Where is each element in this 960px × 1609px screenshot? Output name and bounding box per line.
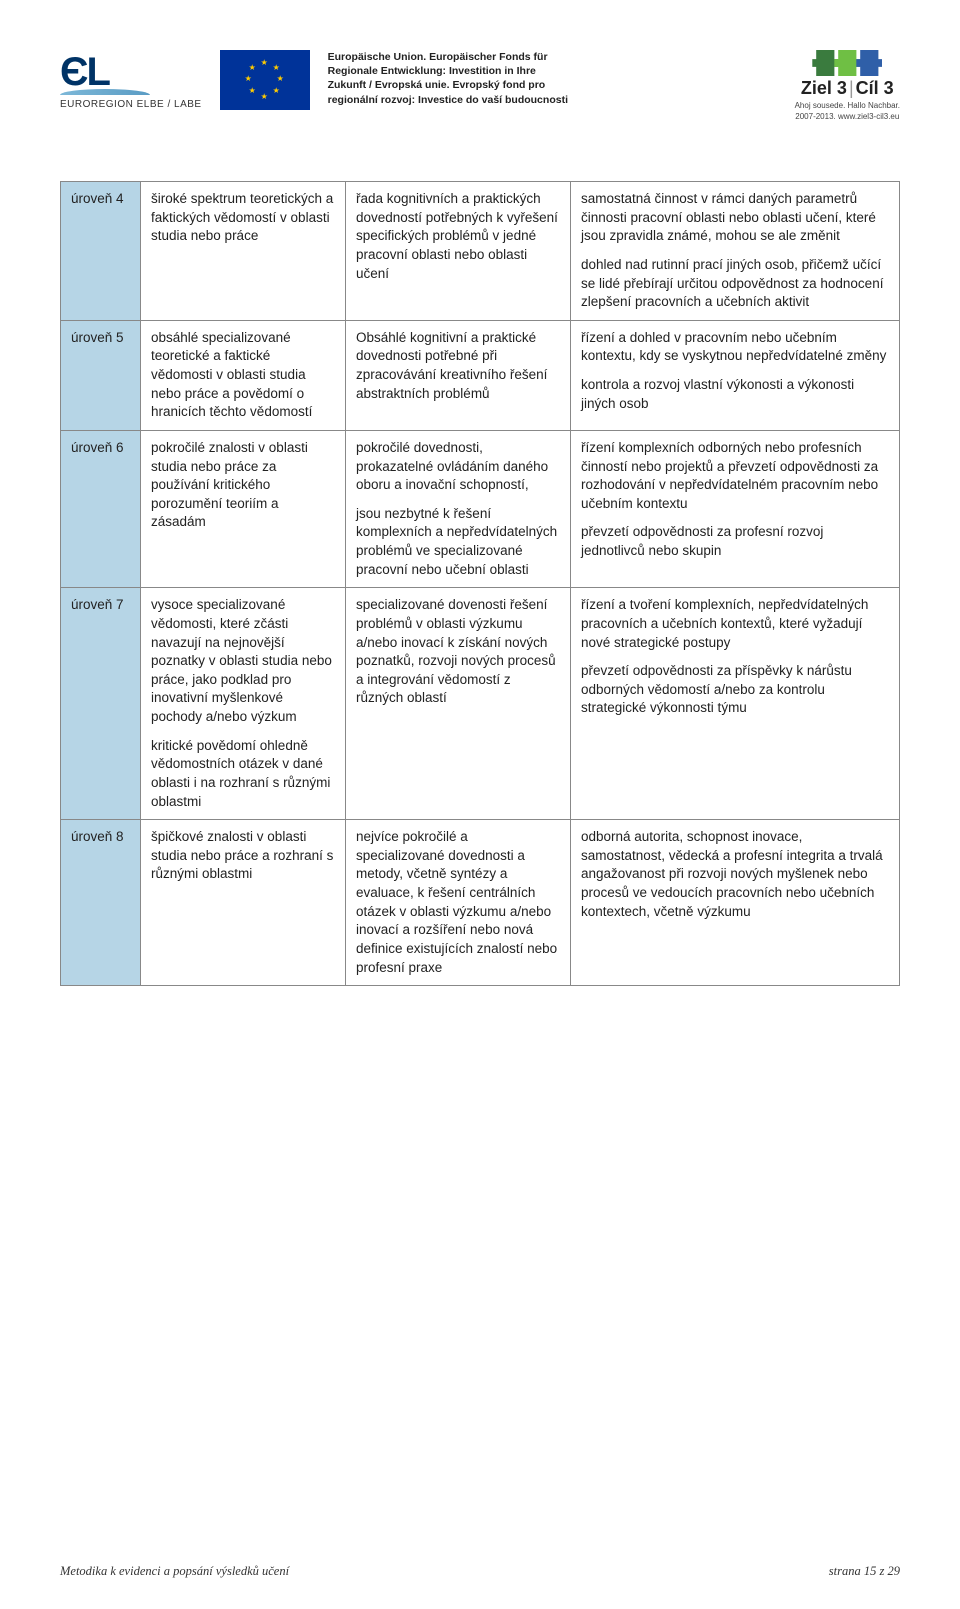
eu-text-4: regionální rozvoj: Investice do vaší bud… xyxy=(328,94,568,106)
competence-paragraph: převzetí odpovědnosti za profesní rozvoj… xyxy=(581,523,889,560)
competence-paragraph: řízení komplexních odborných nebo profes… xyxy=(581,439,889,514)
ziel-cil-logo: Ziel 3|Cíl 3 Ahoj sousede. Hallo Nachbar… xyxy=(795,50,900,121)
ziel-sub2: 2007-2013. www.ziel3-cil3.eu xyxy=(795,112,899,121)
skills-cell: specializované dovenosti řešení problémů… xyxy=(346,588,571,820)
skills-paragraph: pokročilé dovednosti, prokazatelné ovlád… xyxy=(356,439,560,495)
competence-cell: samostatná činnost v rámci daných parame… xyxy=(571,182,900,321)
level-cell: úroveň 4 xyxy=(61,182,141,321)
competence-cell: řízení a tvoření komplexních, nepředvída… xyxy=(571,588,900,820)
competence-paragraph: dohled nad rutinní prací jiných osob, př… xyxy=(581,256,889,312)
table-row: úroveň 7vysoce specializované vědomosti,… xyxy=(61,588,900,820)
puzzle-icon xyxy=(814,50,880,76)
table-row: úroveň 5obsáhlé specializované teoretick… xyxy=(61,320,900,430)
el-glyph: ЄL xyxy=(60,50,109,95)
skills-paragraph: nejvíce pokročilé a specializované doved… xyxy=(356,828,560,977)
knowledge-cell: pokročilé znalosti v oblasti studia nebo… xyxy=(141,430,346,587)
ziel-cil-text: Ziel 3|Cíl 3 xyxy=(801,78,894,99)
ziel-sub1: Ahoj sousede. Hallo Nachbar. xyxy=(795,101,900,110)
competence-paragraph: řízení a dohled v pracovním nebo učebním… xyxy=(581,329,889,366)
level-cell: úroveň 8 xyxy=(61,820,141,986)
level-cell: úroveň 5 xyxy=(61,320,141,430)
knowledge-cell: obsáhlé specializované teoretické a fakt… xyxy=(141,320,346,430)
competence-paragraph: kontrola a rozvoj vlastní výkonosti a vý… xyxy=(581,376,889,413)
euroregion-label: EUROREGION ELBE / LABE xyxy=(60,99,202,110)
skills-paragraph: specializované dovenosti řešení problémů… xyxy=(356,596,560,708)
competence-cell: řízení a dohled v pracovním nebo učebním… xyxy=(571,320,900,430)
skills-cell: řada kognitivních a praktických dovednos… xyxy=(346,182,571,321)
skills-paragraph: jsou nezbytné k řešení komplexních a nep… xyxy=(356,505,560,580)
knowledge-paragraph: široké spektrum teoretických a faktickýc… xyxy=(151,190,335,246)
table-row: úroveň 6pokročilé znalosti v oblasti stu… xyxy=(61,430,900,587)
euroregion-logo: ЄL EUROREGION ELBE / LABE xyxy=(60,50,202,110)
page-footer: Metodika k evidenci a popsání výsledků u… xyxy=(60,1564,900,1579)
competence-paragraph: odborná autorita, schopnost inovace, sam… xyxy=(581,828,889,921)
eu-text-1: Europäische Union. Europäischer Fonds fü… xyxy=(328,51,548,63)
footer-left: Metodika k evidenci a popsání výsledků u… xyxy=(60,1564,289,1579)
skills-cell: Obsáhlé kognitivní a praktické dovednost… xyxy=(346,320,571,430)
knowledge-paragraph: vysoce specializované vědomosti, které z… xyxy=(151,596,335,726)
competence-cell: odborná autorita, schopnost inovace, sam… xyxy=(571,820,900,986)
competence-paragraph: řízení a tvoření komplexních, nepředvída… xyxy=(581,596,889,652)
header: ЄL EUROREGION ELBE / LABE ★ ★ ★ ★ ★ ★ ★ … xyxy=(60,50,900,121)
knowledge-cell: špičkové znalosti v oblasti studia nebo … xyxy=(141,820,346,986)
knowledge-cell: vysoce specializované vědomosti, které z… xyxy=(141,588,346,820)
eu-flag-icon: ★ ★ ★ ★ ★ ★ ★ ★ xyxy=(220,50,310,110)
level-cell: úroveň 6 xyxy=(61,430,141,587)
competence-cell: řízení komplexních odborných nebo profes… xyxy=(571,430,900,587)
knowledge-paragraph: obsáhlé specializované teoretické a fakt… xyxy=(151,329,335,422)
eu-text-3: Zukunft / Evropská unie. Evropský fond p… xyxy=(328,79,546,91)
document-page: ЄL EUROREGION ELBE / LABE ★ ★ ★ ★ ★ ★ ★ … xyxy=(0,0,960,1609)
competence-paragraph: samostatná činnost v rámci daných parame… xyxy=(581,190,889,246)
knowledge-cell: široké spektrum teoretických a faktickýc… xyxy=(141,182,346,321)
table-row: úroveň 8špičkové znalosti v oblasti stud… xyxy=(61,820,900,986)
skills-cell: nejvíce pokročilé a specializované doved… xyxy=(346,820,571,986)
knowledge-paragraph: pokročilé znalosti v oblasti studia nebo… xyxy=(151,439,335,532)
knowledge-paragraph: kritické povědomí ohledně vědomostních o… xyxy=(151,737,335,812)
footer-right: strana 15 z 29 xyxy=(829,1564,900,1579)
eu-stars: ★ ★ ★ ★ ★ ★ ★ ★ xyxy=(245,60,285,100)
skills-cell: pokročilé dovednosti, prokazatelné ovlád… xyxy=(346,430,571,587)
competence-paragraph: převzetí odpovědnosti za příspěvky k nár… xyxy=(581,662,889,718)
level-cell: úroveň 7 xyxy=(61,588,141,820)
eu-text-2: Regionale Entwicklung: Investition in Ih… xyxy=(328,65,536,77)
knowledge-paragraph: špičkové znalosti v oblasti studia nebo … xyxy=(151,828,335,884)
skills-paragraph: řada kognitivních a praktických dovednos… xyxy=(356,190,560,283)
table-row: úroveň 4široké spektrum teoretických a f… xyxy=(61,182,900,321)
skills-paragraph: Obsáhlé kognitivní a praktické dovednost… xyxy=(356,329,560,404)
eu-fund-text: Europäische Union. Europäischer Fonds fü… xyxy=(328,50,568,107)
puzzle-piece xyxy=(856,50,882,76)
eqf-levels-table: úroveň 4široké spektrum teoretických a f… xyxy=(60,181,900,986)
